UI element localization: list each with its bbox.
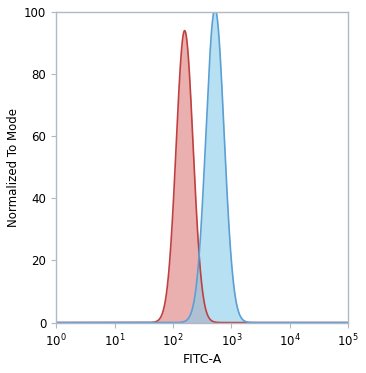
Y-axis label: Normalized To Mode: Normalized To Mode	[7, 108, 20, 227]
X-axis label: FITC-A: FITC-A	[183, 353, 222, 366]
